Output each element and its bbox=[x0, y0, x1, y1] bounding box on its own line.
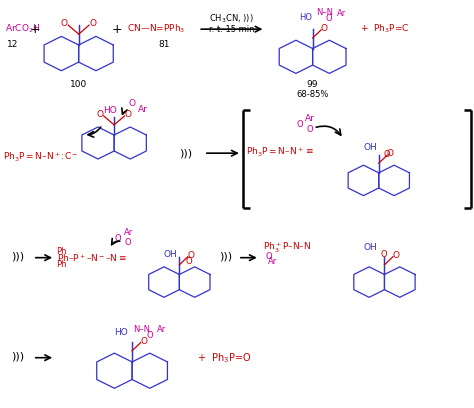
Text: 99: 99 bbox=[307, 80, 319, 89]
Text: +  Ph$_3$P=O: + Ph$_3$P=O bbox=[197, 351, 251, 365]
Text: CH$_3$CN, ))): CH$_3$CN, ))) bbox=[210, 13, 254, 25]
Text: O: O bbox=[320, 24, 328, 33]
Text: Ph$_3^+$P–N–N: Ph$_3^+$P–N–N bbox=[263, 241, 311, 255]
Text: N–N: N–N bbox=[317, 8, 333, 17]
Text: O: O bbox=[265, 252, 272, 261]
Text: Ph$_3$P$=$N–N$^+$:C$^-$: Ph$_3$P$=$N–N$^+$:C$^-$ bbox=[3, 151, 78, 164]
Text: O: O bbox=[185, 257, 192, 266]
Text: O: O bbox=[387, 149, 393, 158]
Text: O: O bbox=[125, 110, 132, 119]
Text: O: O bbox=[125, 238, 132, 247]
Text: HO: HO bbox=[299, 13, 312, 22]
Text: Ar: Ar bbox=[268, 257, 277, 266]
Text: O: O bbox=[128, 99, 136, 108]
Text: O: O bbox=[90, 19, 96, 28]
Text: N–N: N–N bbox=[133, 325, 150, 334]
Text: O: O bbox=[296, 120, 303, 129]
Text: ))): ))) bbox=[219, 252, 232, 262]
Text: O: O bbox=[326, 14, 332, 23]
Text: O: O bbox=[61, 19, 68, 28]
Text: +: + bbox=[29, 23, 40, 35]
Text: O: O bbox=[115, 234, 121, 243]
Text: ))): ))) bbox=[11, 351, 24, 361]
Text: ))): ))) bbox=[179, 148, 192, 158]
Text: +: + bbox=[111, 23, 122, 35]
Text: O: O bbox=[392, 251, 399, 259]
Text: ArCO$_2$H: ArCO$_2$H bbox=[5, 23, 41, 35]
Text: HO: HO bbox=[115, 328, 128, 337]
Text: O: O bbox=[96, 110, 103, 119]
Text: 100: 100 bbox=[70, 80, 87, 89]
Text: HO: HO bbox=[103, 106, 117, 115]
Text: CN—N=PPh$_3$: CN—N=PPh$_3$ bbox=[128, 23, 186, 35]
Text: Ph–P$^+$–N$^-$–N$\equiv$: Ph–P$^+$–N$^-$–N$\equiv$ bbox=[57, 253, 128, 264]
Text: 68-85%: 68-85% bbox=[296, 90, 329, 99]
Text: Ph: Ph bbox=[56, 260, 66, 270]
Text: Ph$_3$P$=$N–N$^+$$\equiv$: Ph$_3$P$=$N–N$^+$$\equiv$ bbox=[246, 145, 314, 159]
Text: Ar: Ar bbox=[305, 114, 315, 123]
Text: Ar: Ar bbox=[138, 105, 147, 114]
Text: O: O bbox=[380, 250, 387, 259]
Text: O: O bbox=[141, 337, 148, 346]
Text: O: O bbox=[307, 125, 314, 134]
Text: O: O bbox=[147, 331, 154, 340]
Text: 81: 81 bbox=[158, 40, 170, 49]
Text: +  Ph$_3$P=C: + Ph$_3$P=C bbox=[360, 23, 410, 35]
Text: ))): ))) bbox=[11, 252, 24, 262]
Text: OH: OH bbox=[364, 244, 377, 253]
Text: Ar: Ar bbox=[156, 325, 166, 334]
Text: O: O bbox=[187, 251, 194, 259]
Text: OH: OH bbox=[164, 251, 177, 259]
Text: Ph: Ph bbox=[56, 247, 66, 256]
Text: Ar: Ar bbox=[337, 9, 346, 18]
Text: Ar: Ar bbox=[124, 228, 133, 237]
Text: 12: 12 bbox=[7, 40, 18, 49]
Text: r. t. 15 min: r. t. 15 min bbox=[209, 25, 255, 34]
Text: O: O bbox=[384, 150, 391, 159]
Text: OH: OH bbox=[364, 142, 377, 152]
